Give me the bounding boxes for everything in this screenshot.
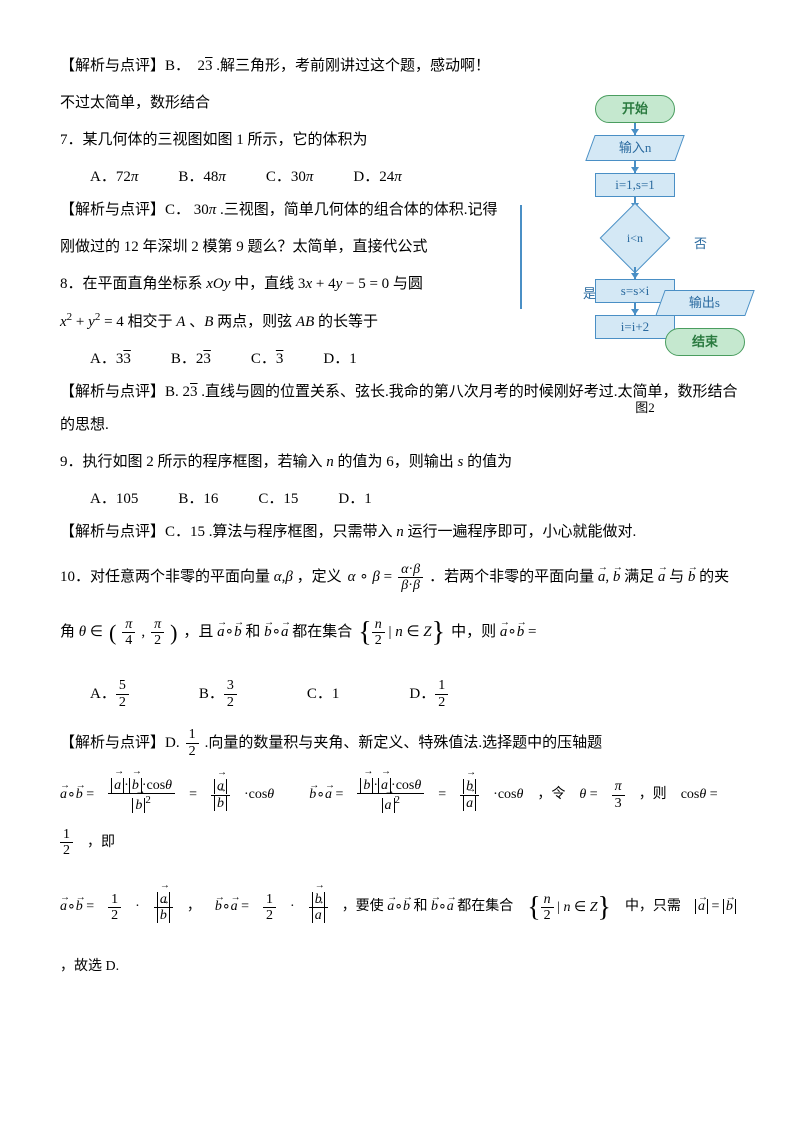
- q10-stem: 10．对任意两个非零的平面向量 α,β ，定义 α ∘ β = α·ββ·β ．…: [60, 561, 740, 594]
- q10-opt-d: D．12: [409, 678, 448, 711]
- q8-options: A．33 B．23 C．3 D．1: [60, 343, 590, 376]
- q10-opt-a: A．52: [90, 678, 129, 711]
- fc-output: 输出s: [655, 290, 754, 316]
- q7-opt-a: A．72π: [90, 161, 138, 194]
- q9-stem: 9．执行如图 2 所示的程序框图，若输入 n 的值为 6，则输出 s 的值为: [60, 446, 740, 479]
- q7-opt-c: C．30π: [266, 161, 314, 194]
- q9-opt-d: D．1: [338, 483, 371, 516]
- q8-opt-b: B．23: [171, 343, 211, 376]
- q8-opt-a: A．33: [90, 343, 131, 376]
- q8-opt-d: D．1: [323, 343, 356, 376]
- q9-analysis: 【解析与点评】C．15 .算法与程序框图，只需带入 n 运行一遍程序即可，小心就…: [60, 516, 740, 549]
- fc-no-label: 否: [694, 230, 707, 259]
- fc-start: 开始: [595, 95, 675, 123]
- q10-analysis: 【解析与点评】D. 12 .向量的数量积与夹角、新定义、特殊值法.选择题中的压轴…: [60, 727, 740, 760]
- fc-caption: 图2: [545, 394, 745, 423]
- fc-output-column: 输出s 结束: [660, 290, 750, 368]
- q7-stem: 7．某几何体的三视图如图 1 所示，它的体积为: [60, 124, 590, 157]
- fc-loop-line: [520, 205, 522, 309]
- q9-opt-c: C．15: [258, 483, 298, 516]
- fc-arrow: [634, 161, 636, 173]
- q10-opt-c: C．1: [307, 678, 340, 711]
- q10-stem-2: 角 θ ∈ (π4, π2) ，且 a∘b 和 b∘a 都在集合 n2 | n …: [60, 602, 740, 664]
- fc-decision: i<n: [600, 203, 671, 274]
- fc-yes-label: 是: [583, 280, 596, 309]
- q7-analysis: 【解析与点评】C． 30π .三视图，简单几何体的组合体的体积.记得: [60, 194, 590, 227]
- q10-options: A．52 B．32 C．1 D．12: [60, 678, 740, 711]
- q9-options: A．105 B．16 C．15 D．1: [60, 483, 740, 516]
- fc-end: 结束: [665, 328, 745, 356]
- fc-arrow: [634, 303, 636, 315]
- q6-note: 不过太简单，数形结合: [60, 87, 590, 120]
- q7-opt-d: D．24π: [353, 161, 401, 194]
- q7-opt-b: B．48π: [178, 161, 226, 194]
- q10-derivation-1: a∘b = a·b·cosθb2 = ab ·cosθ b∘a = b·a·co…: [60, 778, 740, 859]
- q6-analysis: 【解析与点评】B． 23 .解三角形，考前刚讲过这个题，感动啊！: [60, 50, 590, 83]
- q10-opt-b: B．32: [199, 678, 237, 711]
- fc-input: 输入n: [585, 135, 684, 161]
- flowchart-figure: 开始 输入n i=1,s=1 i<n 否 是 s=s×i i=i+2 输出s 结…: [545, 95, 745, 423]
- q7-options: A．72π B．48π C．30π D．24π: [60, 161, 590, 194]
- q8-stem1: 8．在平面直角坐标系 xOy 中，直线 3x + 4y − 5 = 0 与圆: [60, 268, 590, 301]
- q8-stem2: x2 + y2 = 4 相交于 A 、B 两点，则弦 AB 的长等于: [60, 305, 590, 339]
- q8-opt-c: C．3: [251, 343, 284, 376]
- q9-opt-b: B．16: [178, 483, 218, 516]
- q9-opt-a: A．105: [90, 483, 138, 516]
- q10-derivation-2: a∘b = 12· ab ， b∘a = 12· ba ，要使 a∘b 和 b∘…: [60, 877, 740, 983]
- fc-arrow: [634, 267, 636, 279]
- q7-analysis-2: 刚做过的 12 年深圳 2 模第 9 题么？太简单，直接代公式: [60, 231, 590, 264]
